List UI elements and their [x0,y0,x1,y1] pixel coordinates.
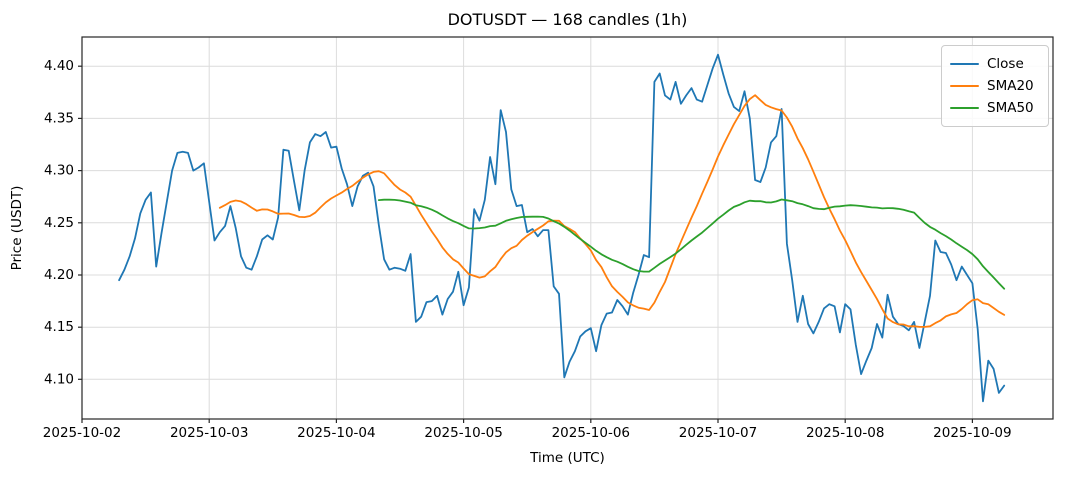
legend-label-close: Close [987,56,1024,72]
sma50-line [377,198,1006,290]
y-tick-label: 4.15 [44,319,74,335]
chart-title: DOTUSDT — 168 candles (1h) [447,10,688,29]
y-tick-label: 4.20 [44,267,74,283]
x-tick-label: 2025-10-08 [806,425,884,441]
sma20-line-swatch [950,84,979,88]
legend-item-sma50: SMA50 [950,97,1038,119]
x-tick-label: 2025-10-02 [43,425,121,441]
x-tick-label: 2025-10-07 [679,425,757,441]
x-tick-label: 2025-10-04 [297,425,375,441]
y-tick-label: 4.30 [44,163,74,179]
x-tick-label: 2025-10-05 [424,425,502,441]
legend-item-sma20: SMA20 [950,75,1038,97]
y-tick-label: 4.25 [44,215,74,231]
x-axis-label: Time (UTC) [530,450,605,466]
close-line [118,53,1006,403]
legend-label-sma50: SMA50 [987,100,1034,116]
x-tick-label: 2025-10-03 [170,425,248,441]
legend-label-sma20: SMA20 [987,78,1034,94]
y-tick-label: 4.40 [44,58,74,74]
plot-frame [81,36,1054,420]
x-tick-label: 2025-10-06 [552,425,630,441]
legend-item-close: Close [950,53,1038,75]
legend: Close SMA20 SMA50 [941,45,1049,127]
y-tick-label: 4.10 [44,371,74,387]
x-tick-label: 2025-10-09 [933,425,1011,441]
y-tick-label: 4.35 [44,110,74,126]
sma20-line [218,94,1006,328]
sma50-line-swatch [950,106,979,110]
close-line-swatch [950,62,979,66]
